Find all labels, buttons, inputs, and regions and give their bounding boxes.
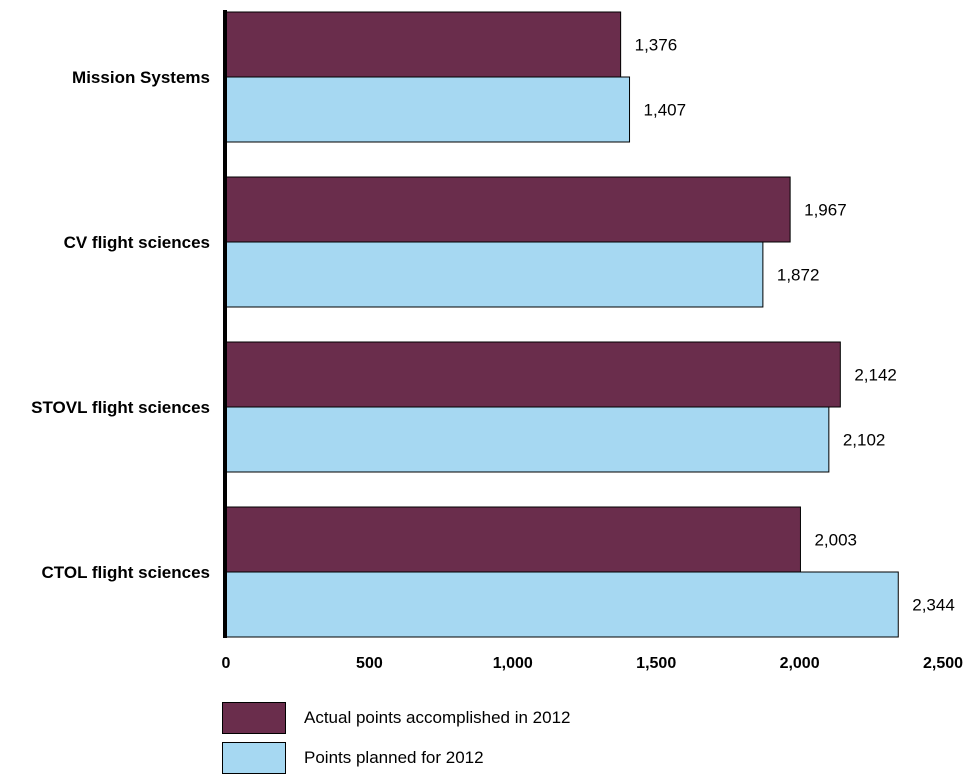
- x-tick-label: 500: [356, 655, 383, 672]
- data-label: 2,003: [814, 531, 857, 550]
- bar-actual: [225, 506, 801, 573]
- data-label: 2,102: [843, 431, 886, 450]
- x-tick-label: 1,000: [493, 655, 533, 672]
- category-label: Mission Systems: [72, 68, 210, 87]
- bar-chart-plot: 1,376 1,407 Mission Systems 1,967 1,872 CV fl…: [31, 10, 963, 672]
- bar-planned: [225, 406, 830, 473]
- data-label: 1,376: [635, 36, 678, 55]
- bar-planned: [225, 241, 764, 308]
- legend-label-actual: Actual points accomplished in 2012: [304, 708, 571, 727]
- x-tick-label: 2,000: [780, 655, 820, 672]
- data-label: 1,967: [804, 201, 847, 220]
- category-label: STOVL flight sciences: [31, 398, 210, 417]
- category-label: CTOL flight sciences: [42, 563, 210, 582]
- data-label: 1,407: [644, 101, 687, 120]
- legend-label-planned: Points planned for 2012: [304, 748, 484, 767]
- bar-actual: [225, 176, 791, 243]
- bar-actual: [225, 11, 622, 78]
- data-label: 2,142: [854, 366, 897, 385]
- category-label: CV flight sciences: [64, 233, 210, 252]
- legend-swatch-actual: [222, 702, 286, 734]
- data-label: 2,344: [912, 596, 955, 615]
- x-tick-label: 2,500: [923, 655, 963, 672]
- data-label: 1,872: [777, 266, 820, 285]
- x-tick-label: 0: [222, 655, 231, 672]
- legend-swatch-planned: [222, 742, 286, 774]
- bar-actual: [225, 341, 841, 408]
- bar-planned: [225, 76, 631, 143]
- x-tick-label: 1,500: [636, 655, 676, 672]
- bar-planned: [225, 571, 899, 638]
